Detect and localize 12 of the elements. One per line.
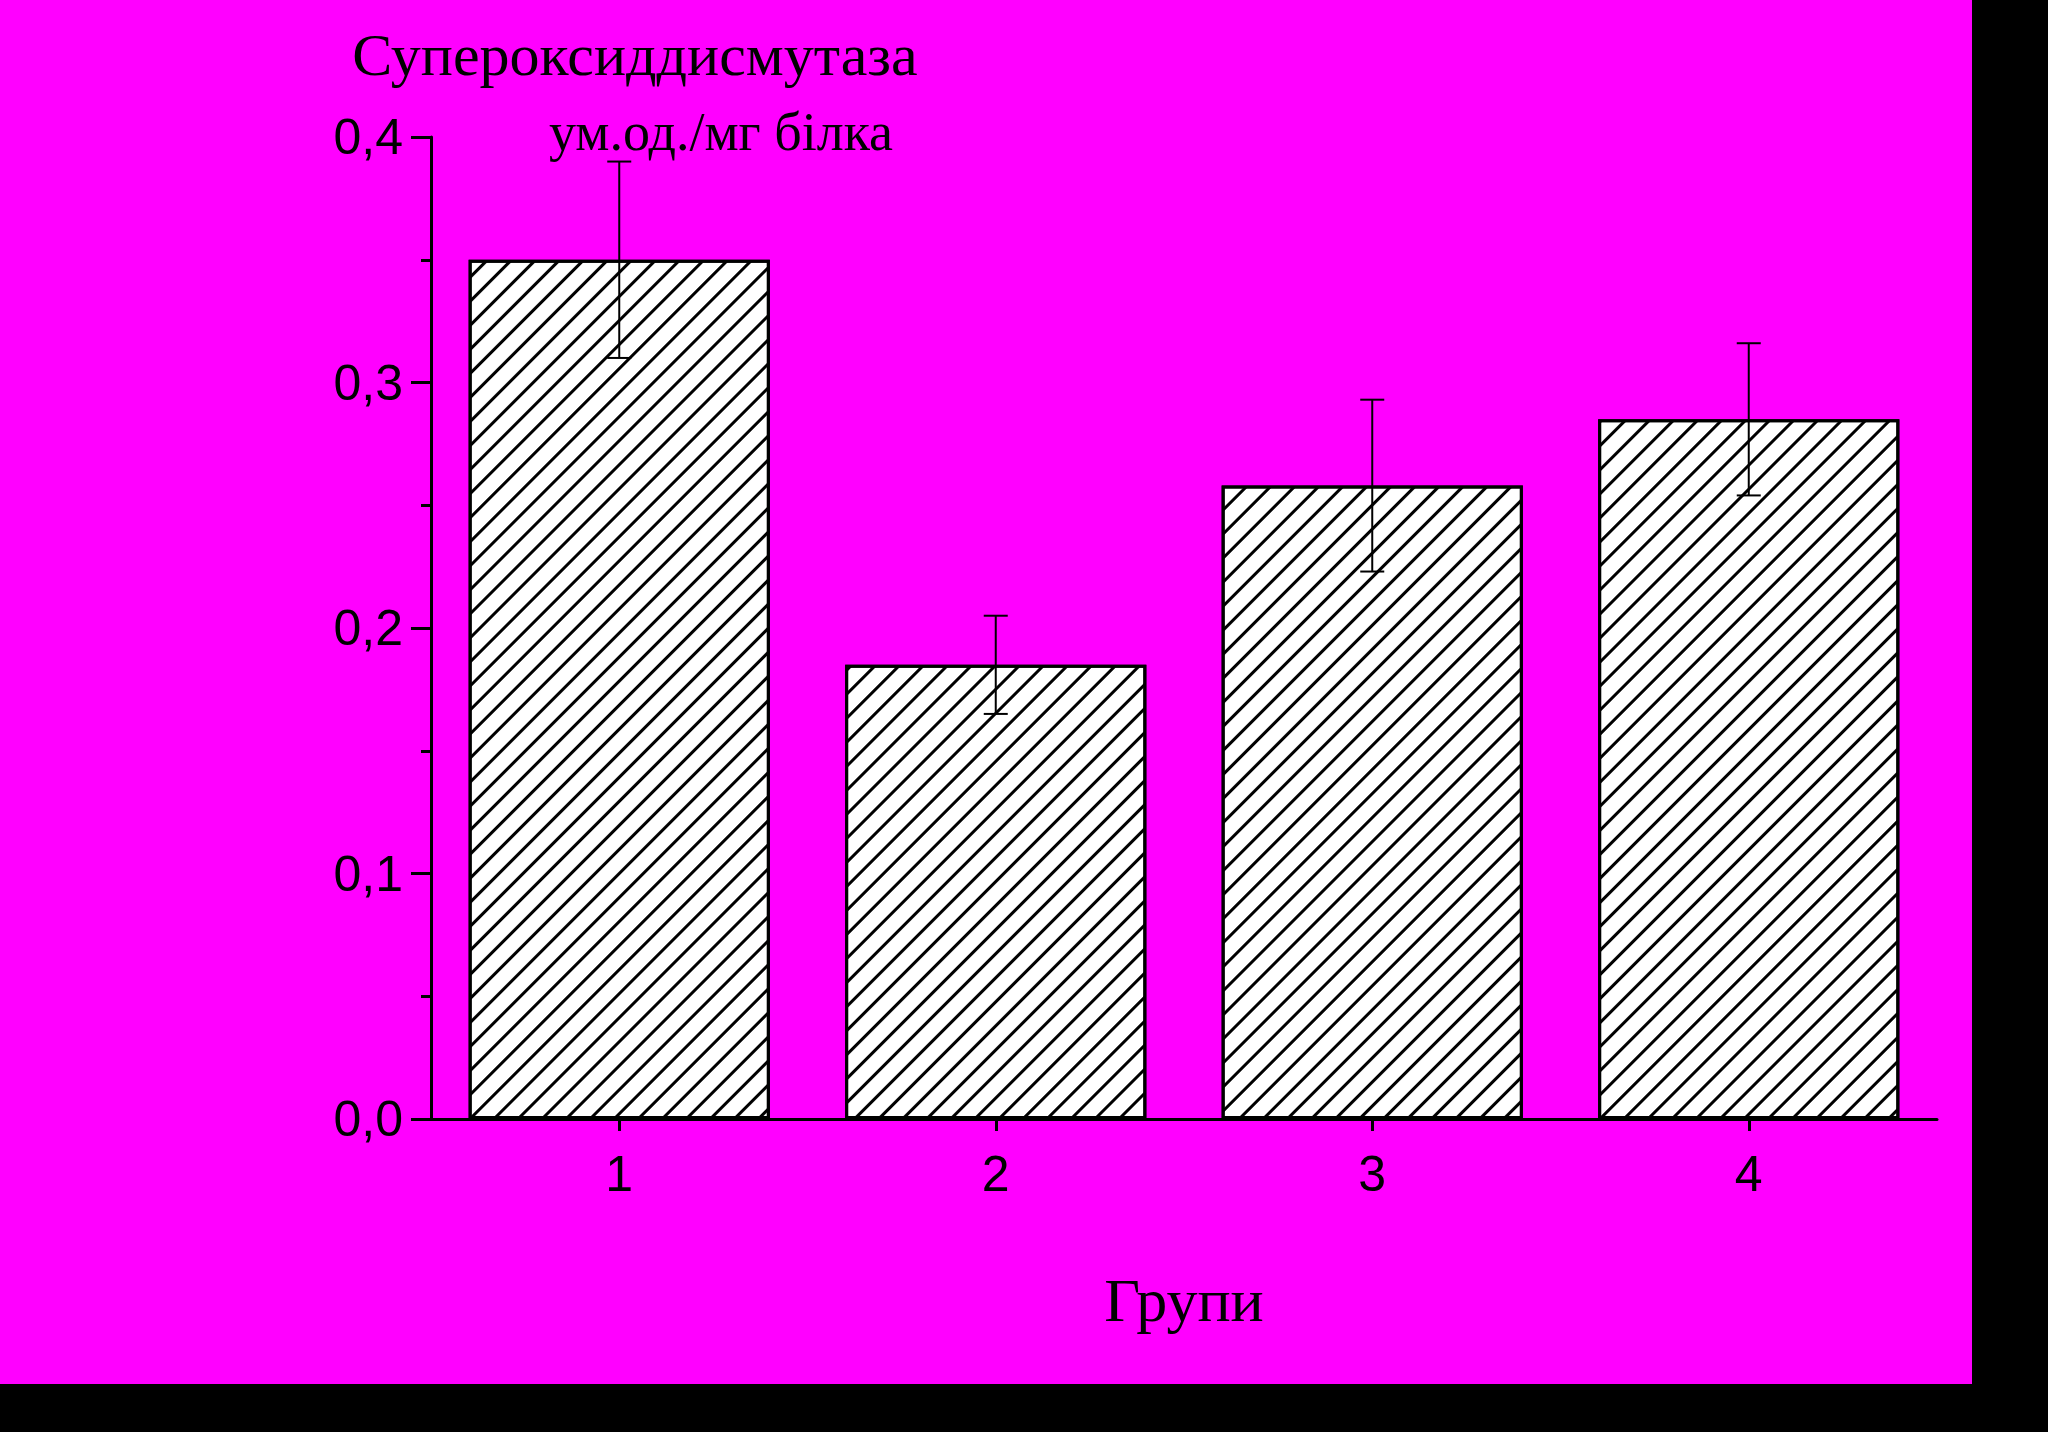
y-tick-label: 0,4 [333,109,403,165]
y-tick-label: 0,3 [333,354,403,411]
x-tick-label: 3 [1358,1146,1387,1202]
y-tick-label: 0,2 [333,600,403,656]
chart-title: Супероксиддисмутаза [352,22,918,88]
y-tick-label: 0,1 [333,845,403,902]
y-tick-label: 0,0 [333,1091,403,1147]
x-axis-title: Групи [1104,1266,1264,1334]
x-tick-label: 2 [981,1146,1010,1202]
y-axis-title: ум.од./мг білка [548,102,894,162]
x-tick-label: 4 [1734,1146,1763,1202]
x-tick-label: 1 [605,1146,634,1202]
